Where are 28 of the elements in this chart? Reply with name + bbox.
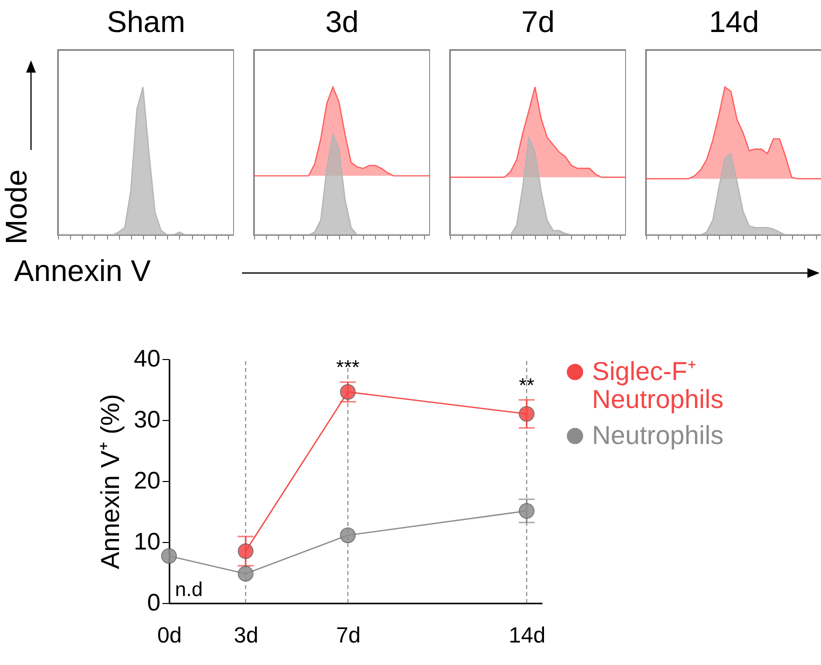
point <box>161 548 177 564</box>
point <box>340 384 356 400</box>
x-tick-label: 3d <box>234 622 258 648</box>
point <box>518 503 534 519</box>
point <box>238 566 254 582</box>
y-axis-title: Annexin V⁺ (%) <box>94 394 125 570</box>
x-tick-label: 7d <box>336 622 361 648</box>
annotation: n.d <box>175 579 203 601</box>
point <box>238 543 254 559</box>
y-axis-title: Mode <box>0 169 35 245</box>
x-tick-label: 14d <box>508 622 546 648</box>
annotation: *** <box>336 357 360 380</box>
y-tick-label: 0 <box>147 590 160 616</box>
chart-title: 3d <box>325 6 359 39</box>
x-axis-title: Annexin V <box>14 255 151 289</box>
y-tick-label: 10 <box>134 528 160 556</box>
annotation: ** <box>518 374 535 397</box>
point <box>518 406 534 422</box>
legend-label: Neutrophils <box>592 420 724 450</box>
point <box>340 527 356 544</box>
y-tick-label: 30 <box>134 406 160 434</box>
y-tick-label: 40 <box>134 346 160 372</box>
chart-title: Sham <box>106 6 186 39</box>
y-tick-label: 20 <box>134 468 160 494</box>
chart-title: 14d <box>708 6 760 39</box>
chart-title: 7d <box>521 6 555 39</box>
x-tick-label: 0d <box>157 622 182 648</box>
legend-label: Siglec-F⁺ Neutrophils <box>592 356 724 414</box>
